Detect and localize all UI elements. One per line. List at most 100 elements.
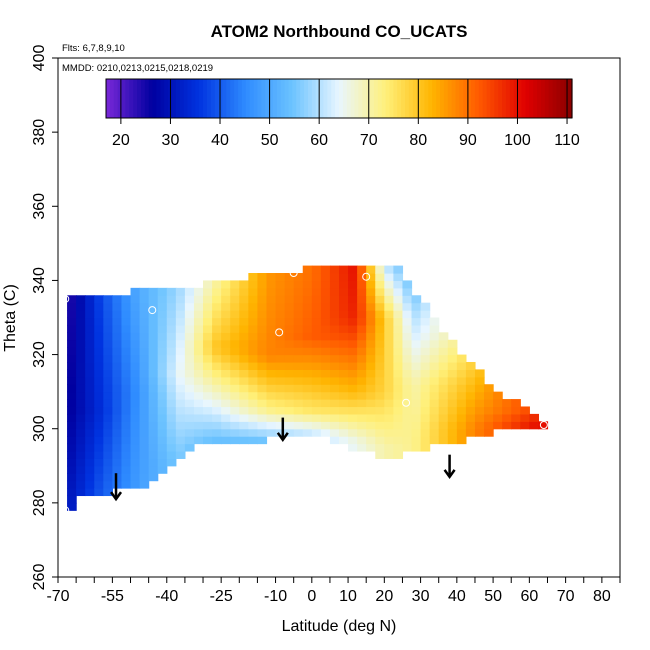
- heatmap-cell: [257, 406, 268, 415]
- heatmap-cell: [384, 428, 394, 437]
- heatmap-cell: [76, 443, 86, 452]
- heatmap-cell: [175, 302, 186, 311]
- heatmap-cell: [139, 324, 150, 333]
- heatmap-cell: [130, 384, 141, 393]
- x-tick-label: -10: [264, 588, 287, 605]
- heatmap-cell: [320, 347, 331, 356]
- heatmap-cell: [329, 302, 340, 311]
- heatmap-cell: [103, 465, 113, 474]
- colorbar-swatch: [156, 79, 161, 118]
- heatmap-cell: [420, 332, 431, 341]
- heatmap-cell: [230, 428, 240, 437]
- heatmap-cell: [139, 347, 150, 356]
- heatmap-cell: [293, 399, 304, 408]
- heatmap-cell: [239, 413, 249, 422]
- heatmap-cell: [166, 332, 177, 341]
- heatmap-cell: [420, 354, 431, 363]
- heatmap-cell: [320, 376, 331, 385]
- heatmap-cell: [239, 347, 249, 356]
- heatmap-cell: [447, 361, 458, 370]
- heatmap-cell: [230, 369, 240, 378]
- heatmap-cell: [203, 406, 213, 415]
- heatmap-cell: [456, 369, 467, 378]
- heatmap-cell: [121, 376, 132, 385]
- heatmap-cell: [474, 391, 485, 400]
- heatmap-cell: [67, 354, 77, 363]
- heatmap-cell: [248, 436, 259, 445]
- heatmap-cell: [266, 376, 277, 385]
- heatmap-cell: [103, 369, 113, 378]
- heatmap-cell: [348, 376, 358, 385]
- heatmap-cell: [384, 317, 394, 326]
- heatmap-cell: [67, 480, 77, 489]
- heatmap-cell: [438, 354, 449, 363]
- heatmap-cell: [76, 473, 86, 482]
- colorbar-swatch: [121, 79, 127, 118]
- heatmap-cell: [221, 436, 231, 445]
- heatmap-cell: [203, 339, 213, 348]
- heatmap-cell: [311, 295, 322, 304]
- heatmap-cell: [103, 406, 113, 415]
- heatmap-cell: [212, 428, 222, 437]
- heatmap-cell: [511, 406, 521, 415]
- heatmap-cell: [248, 361, 259, 370]
- heatmap-cell: [420, 317, 431, 326]
- heatmap-cell: [193, 413, 204, 422]
- heatmap-cell: [230, 310, 240, 319]
- heatmap-cell: [348, 332, 358, 341]
- heatmap-cell: [474, 384, 485, 393]
- heatmap-cell: [493, 399, 503, 408]
- x-tick-label: 10: [339, 588, 357, 605]
- heatmap-cell: [393, 376, 404, 385]
- heatmap-cell: [139, 332, 150, 341]
- heatmap-cell: [357, 339, 367, 348]
- heatmap-cell: [357, 384, 367, 393]
- colorbar-swatch: [331, 79, 336, 118]
- heatmap-cell: [121, 436, 132, 445]
- heatmap-cell: [402, 428, 413, 437]
- heatmap-cell: [94, 436, 104, 445]
- heatmap-cell: [221, 354, 231, 363]
- heatmap-cell: [366, 399, 376, 408]
- heatmap-cell: [293, 428, 304, 437]
- heatmap-cell: [348, 413, 358, 422]
- heatmap-cell: [112, 458, 123, 467]
- heatmap-cell: [76, 369, 86, 378]
- heatmap-cell: [193, 295, 204, 304]
- heatmap-cell: [393, 421, 404, 430]
- heatmap-cell: [121, 369, 132, 378]
- heatmap-cell: [203, 361, 213, 370]
- heatmap-cell: [193, 428, 204, 437]
- heatmap-cell: [293, 273, 304, 282]
- heatmap-cell: [257, 280, 268, 289]
- heatmap-cell: [67, 450, 77, 459]
- heatmap-cell: [311, 406, 322, 415]
- colorbar-swatch: [304, 79, 309, 118]
- heatmap-cell: [139, 391, 150, 400]
- heatmap-cell: [121, 406, 132, 415]
- heatmap-cell: [175, 376, 186, 385]
- heatmap-cell: [193, 391, 204, 400]
- heatmap-cell: [130, 317, 141, 326]
- heatmap-cell: [130, 376, 141, 385]
- heatmap-cell: [465, 421, 476, 430]
- heatmap-cell: [112, 361, 123, 370]
- heatmap-cell: [402, 354, 413, 363]
- colorbar-swatch: [393, 79, 398, 118]
- heatmap-cell: [339, 324, 349, 333]
- heatmap-cell: [67, 295, 77, 304]
- heatmap-cell: [221, 376, 231, 385]
- heatmap-cell: [465, 376, 476, 385]
- down-arrow-head: [109, 491, 123, 502]
- heatmap-cell: [221, 347, 231, 356]
- heatmap-cell: [112, 369, 123, 378]
- heatmap-cell: [402, 317, 413, 326]
- heatmap-cell: [484, 406, 494, 415]
- heatmap-cell: [203, 428, 213, 437]
- heatmap-cell: [266, 413, 277, 422]
- heatmap-cell: [85, 413, 95, 422]
- heatmap-cell: [130, 287, 141, 296]
- heatmap-cell: [175, 391, 186, 400]
- heatmap-cell: [248, 332, 259, 341]
- heatmap-cell: [284, 273, 295, 282]
